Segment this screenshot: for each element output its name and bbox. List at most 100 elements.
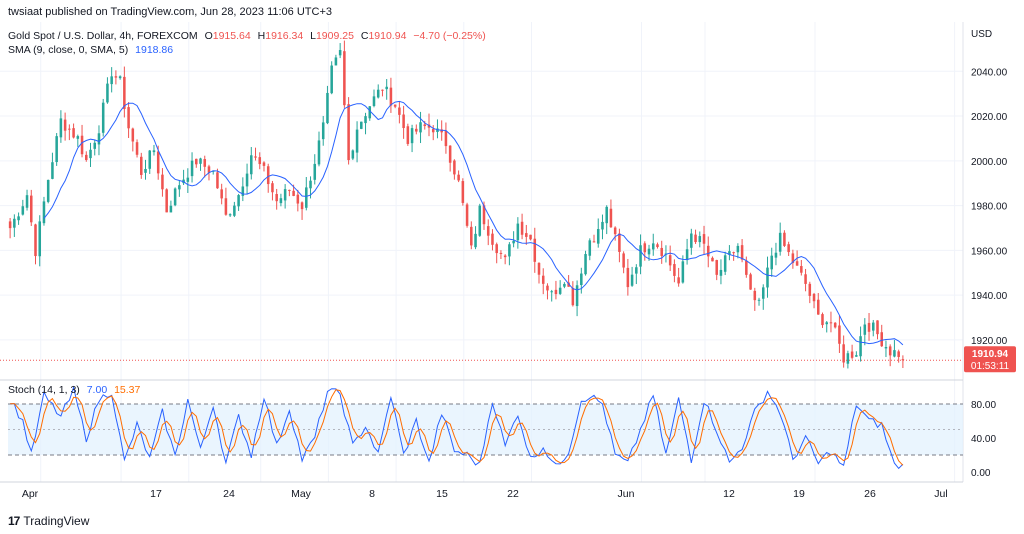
candle-up <box>330 65 333 94</box>
svg-text:Gold Spot / U.S. Dollar, 4h, F: Gold Spot / U.S. Dollar, 4h, FOREXCOM O1… <box>8 30 486 42</box>
time-tick-label: Jun <box>618 488 635 500</box>
candle-down <box>643 243 647 253</box>
candle-down <box>706 245 710 257</box>
candle-up <box>685 249 689 261</box>
candle-down <box>63 119 67 131</box>
candle-down <box>533 238 537 262</box>
candle-down <box>470 226 473 246</box>
candle-down <box>702 234 706 244</box>
candle-up <box>474 233 477 248</box>
candle-up <box>334 57 338 66</box>
price-tick-label: 1960.00 <box>971 246 1008 257</box>
stoch-d-value: 15.37 <box>114 384 140 396</box>
candle-down <box>393 104 397 107</box>
candle-up <box>241 186 245 196</box>
candle-up <box>372 96 376 106</box>
candle-up <box>89 149 92 159</box>
candle-up <box>419 122 422 133</box>
price-tick-label: 2020.00 <box>971 112 1008 123</box>
candle-up <box>97 133 101 145</box>
candle-down <box>465 204 469 226</box>
candle-up <box>46 179 50 202</box>
candle-down <box>266 166 270 185</box>
candle-down <box>791 253 795 264</box>
candle-down <box>821 314 824 326</box>
candle-down <box>262 162 266 166</box>
close-value: 1910.94 <box>368 30 406 42</box>
candle-down <box>406 126 410 144</box>
stoch-tick-label: 40.00 <box>971 434 996 445</box>
candle-down <box>783 232 786 246</box>
candle-up <box>321 122 325 140</box>
candle-down <box>292 190 295 196</box>
price-tick-label: 2000.00 <box>971 157 1008 168</box>
candle-up <box>178 185 181 190</box>
open-value: 1915.64 <box>213 30 251 42</box>
candle-down <box>592 241 596 243</box>
price-tick-label: 1940.00 <box>971 291 1008 302</box>
candle-down <box>156 151 160 174</box>
candle-down <box>499 252 503 254</box>
open-label: O <box>205 30 213 42</box>
footer-brand[interactable]: 17 TradingView <box>8 514 89 528</box>
candle-down <box>296 194 300 204</box>
candle-down <box>537 262 541 275</box>
candle-down <box>740 245 744 260</box>
time-tick-label: 19 <box>793 488 805 500</box>
candle-down <box>300 202 304 210</box>
candle-down <box>398 107 401 115</box>
stoch-d-line <box>10 389 904 466</box>
candle-down <box>482 205 486 225</box>
candle-up <box>305 187 308 208</box>
candle-up <box>364 116 367 124</box>
candle-up <box>237 195 240 207</box>
candle-up <box>639 245 642 267</box>
candle-up <box>250 155 253 175</box>
candle-down <box>567 282 570 287</box>
candle-up <box>173 188 177 206</box>
candle-down <box>271 183 274 193</box>
candle-down <box>660 247 663 256</box>
candle-up <box>338 50 342 56</box>
candle-up <box>855 355 858 357</box>
time-tick-label: 8 <box>369 488 375 500</box>
candle-down <box>140 156 143 175</box>
candle-up <box>728 251 731 255</box>
time-tick-label: 17 <box>150 488 162 500</box>
candle-up <box>152 150 156 153</box>
candle-up <box>144 168 147 173</box>
candle-up <box>698 236 702 243</box>
stoch-tick-label: 80.00 <box>971 400 996 411</box>
candle-down <box>254 156 257 158</box>
candle-down <box>668 255 672 266</box>
stoch-axis: 80.00 40.00 0.00 <box>971 400 996 479</box>
candle-down <box>838 325 841 344</box>
symbol-description: Gold Spot / U.S. Dollar, 4h, FOREXCOM <box>8 30 198 42</box>
candle-up <box>588 240 592 256</box>
candle-up <box>76 136 80 139</box>
price-tick-label: 2040.00 <box>971 67 1008 78</box>
time-tick-label: Apr <box>22 488 39 500</box>
candle-down <box>131 128 135 142</box>
candle-down <box>800 266 803 273</box>
candle-down <box>258 157 262 165</box>
candle-down <box>626 267 630 288</box>
candle-down <box>123 76 126 110</box>
candle-up <box>563 283 566 287</box>
candle-up <box>635 267 638 274</box>
candle-up <box>279 198 283 204</box>
candle-up <box>681 261 685 283</box>
stoch-k-value: 7.00 <box>87 384 108 396</box>
price-axis: USD 2040.00 2020.00 2000.00 1980.00 1960.00 1… <box>971 29 1008 347</box>
candle-down <box>423 124 427 127</box>
candle-down <box>288 189 291 191</box>
candle-up <box>59 118 63 138</box>
candle-down <box>195 158 198 165</box>
publish-header: twsiaat published on TradingView.com, Ju… <box>8 6 332 18</box>
candle-up <box>601 221 604 230</box>
candle-up <box>21 206 25 215</box>
candle-down <box>525 233 528 237</box>
candle-down <box>673 264 676 276</box>
candle-down <box>457 174 460 181</box>
